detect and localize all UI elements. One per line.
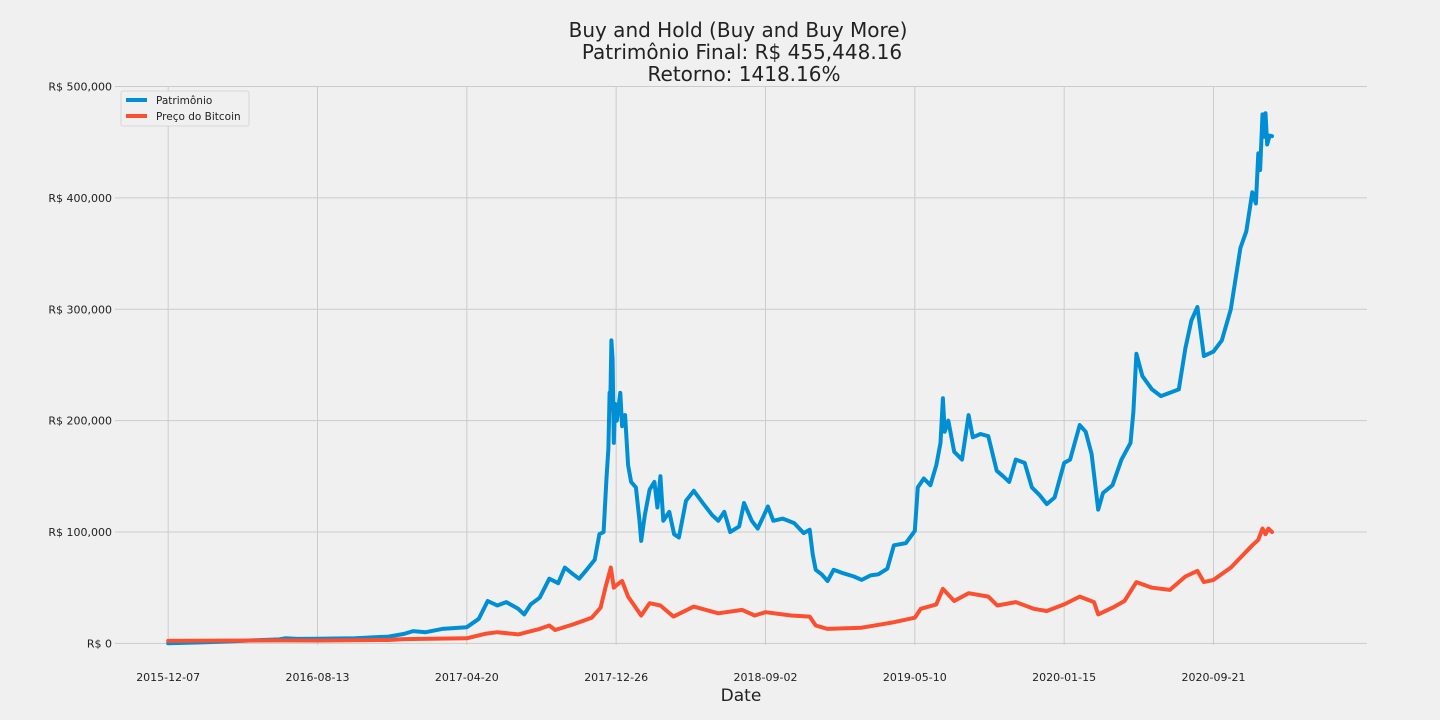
legend-frame (120, 90, 250, 127)
x-axis-ticks: 2015-12-07 2016-08-13 2017-04-20 2017-12-26… (136, 671, 1245, 684)
title-line-1: Buy and Hold (Buy and Buy More) (569, 18, 908, 42)
y-tick-label: R$ 300,000 (48, 303, 112, 316)
series-lines (166, 111, 1274, 646)
legend-label-bitcoin: Preço do Bitcoin (156, 111, 241, 123)
legend-label-patrimonio: Patrimônio (156, 95, 212, 107)
x-tick-label: 2018-09-02 (734, 671, 798, 684)
x-tick-label: 2017-12-26 (584, 671, 648, 684)
series-line-patrimonio (166, 111, 1274, 646)
y-tick-label: R$ 500,000 (48, 81, 112, 94)
legend: Patrimônio Preço do Bitcoin (120, 90, 250, 127)
x-tick-label: 2020-01-15 (1032, 671, 1096, 684)
x-tick-label: 2016-08-13 (286, 671, 350, 684)
x-axis-label: Date (721, 686, 762, 706)
y-tick-label: R$ 400,000 (48, 192, 112, 205)
x-tick-label: 2015-12-07 (136, 671, 200, 684)
x-tick-label: 2017-04-20 (435, 671, 499, 684)
chart-title: Buy and Hold (Buy and Buy More) Patrimôn… (569, 18, 908, 86)
title-line-3: Retorno: 1418.16% (648, 62, 841, 86)
grid (115, 86, 1367, 645)
x-tick-label: 2019-05-10 (883, 671, 947, 684)
y-tick-label: R$ 100,000 (48, 526, 112, 539)
x-tick-label: 2020-09-21 (1182, 671, 1246, 684)
title-line-2: Patrimônio Final: R$ 455,448.16 (582, 40, 902, 64)
y-axis-ticks: R$ 0 R$ 100,000 R$ 200,000 R$ 300,000 R$ 400… (48, 81, 112, 651)
series-line-bitcoin (166, 526, 1274, 643)
y-tick-label: R$ 0 (87, 637, 112, 650)
y-tick-label: R$ 200,000 (48, 415, 112, 428)
